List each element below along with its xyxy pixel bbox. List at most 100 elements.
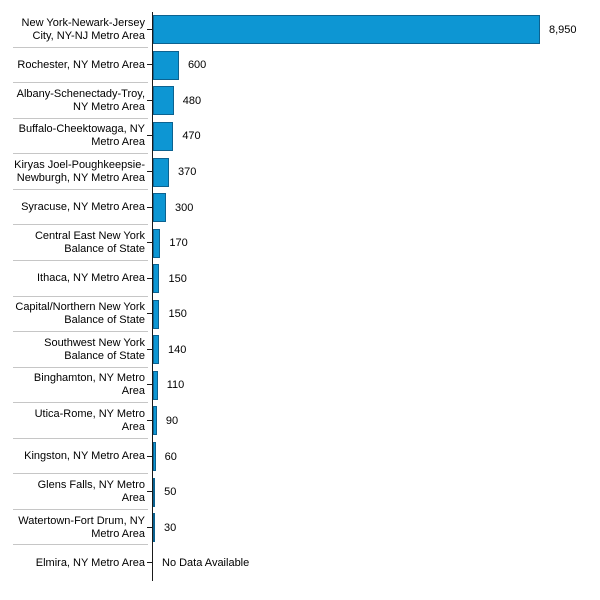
category-label-cell: Syracuse, NY Metro Area: [0, 190, 148, 226]
chart-row: Albany-Schenectady-Troy, NY Metro Area 4…: [0, 83, 600, 119]
chart-row: Watertown-Fort Drum, NY Metro Area 30: [0, 510, 600, 546]
axis-tick: [147, 277, 153, 279]
category-label-cell: Kiryas Joel-Poughkeepsie- Newburgh, NY M…: [0, 154, 148, 190]
row-separator-line: [13, 153, 148, 155]
category-label-cell: Southwest New York Balance of State: [0, 332, 148, 368]
row-separator-line: [13, 331, 148, 333]
category-label: Binghamton, NY Metro Area: [33, 372, 145, 398]
chart-row: New York-Newark-Jersey City, NY-NJ Metro…: [0, 12, 600, 48]
chart-row: Capital/Northern New York Balance of Sta…: [0, 297, 600, 333]
bar-cell: 480: [153, 83, 600, 119]
value-label: 600: [187, 59, 207, 72]
category-label-cell: Capital/Northern New York Balance of Sta…: [0, 297, 148, 333]
axis-tick: [147, 419, 153, 421]
bar-cell: 140: [153, 332, 600, 368]
y-axis-line: [152, 12, 153, 581]
bar: [153, 157, 169, 187]
category-label: Watertown-Fort Drum, NY Metro Area: [18, 514, 145, 540]
category-label: Glens Falls, NY Metro Area: [37, 479, 145, 505]
value-label: 480: [182, 94, 202, 107]
axis-tick: [147, 455, 153, 457]
bar-cell: 470: [153, 119, 600, 155]
axis-tick: [147, 206, 153, 208]
bar: [153, 477, 156, 507]
bar-cell: 370: [153, 154, 600, 190]
bar: [153, 264, 160, 294]
chart-row: Buffalo-Cheektowaga, NY Metro Area 470: [0, 119, 600, 155]
value-label: 140: [168, 343, 187, 356]
row-separator-line: [13, 117, 148, 119]
bar: [153, 15, 540, 45]
value-label: 150: [168, 272, 187, 285]
category-label: Rochester, NY Metro Area: [17, 58, 145, 71]
axis-tick: [147, 313, 153, 315]
bar-cell: 150: [153, 261, 600, 297]
category-label: Albany-Schenectady-Troy, NY Metro Area: [16, 87, 145, 113]
row-separator-line: [13, 188, 148, 190]
axis-tick: [147, 242, 153, 244]
axis-tick: [147, 526, 153, 528]
category-label: New York-Newark-Jersey City, NY-NJ Metro…: [21, 16, 145, 42]
category-label: Kingston, NY Metro Area: [24, 450, 145, 463]
axis-tick: [147, 99, 153, 101]
category-label-cell: Central East New York Balance of State: [0, 225, 148, 261]
row-separator-line: [13, 402, 148, 404]
bar-cell: 110: [153, 368, 600, 404]
bar-cell: 8,950: [153, 12, 600, 48]
category-label-cell: New York-Newark-Jersey City, NY-NJ Metro…: [0, 12, 148, 48]
bar: [153, 121, 174, 151]
value-label: 110: [166, 379, 185, 392]
chart-rows: New York-Newark-Jersey City, NY-NJ Metro…: [0, 12, 600, 581]
axis-tick: [147, 171, 153, 173]
row-separator-line: [13, 366, 148, 368]
value-label: 300: [174, 201, 194, 214]
chart-row: Binghamton, NY Metro Area 110: [0, 368, 600, 404]
category-label-cell: Buffalo-Cheektowaga, NY Metro Area: [0, 119, 148, 155]
axis-tick: [147, 562, 153, 564]
value-label: 90: [165, 414, 179, 427]
bar-cell: 170: [153, 225, 600, 261]
bar-cell: 50: [153, 474, 600, 510]
value-label: 50: [164, 486, 177, 499]
category-label-cell: Utica-Rome, NY Metro Area: [0, 403, 148, 439]
bar: [153, 370, 158, 400]
bar: [153, 442, 156, 472]
value-label: 370: [177, 166, 197, 179]
bar: [153, 193, 166, 223]
chart-row: Kiryas Joel-Poughkeepsie- Newburgh, NY M…: [0, 154, 600, 190]
bar: [153, 335, 160, 365]
bar-cell: 90: [153, 403, 600, 439]
category-label-cell: Kingston, NY Metro Area: [0, 439, 148, 475]
category-label-cell: Watertown-Fort Drum, NY Metro Area: [0, 510, 148, 546]
axis-tick: [147, 28, 153, 30]
row-separator-line: [13, 295, 148, 297]
axis-tick: [147, 64, 153, 66]
category-label: Elmira, NY Metro Area: [35, 556, 145, 569]
value-label: No Data Available: [162, 557, 250, 570]
chart-row: Rochester, NY Metro Area 600: [0, 48, 600, 84]
bar: [153, 406, 157, 436]
bar: [153, 86, 174, 116]
value-label: 170: [169, 237, 188, 250]
row-separator-line: [13, 82, 148, 84]
bar: [153, 50, 179, 80]
chart-row: Utica-Rome, NY Metro Area 90: [0, 403, 600, 439]
value-label: 60: [164, 450, 177, 463]
category-label: Southwest New York Balance of State: [44, 336, 145, 362]
category-label: Central East New York Balance of State: [34, 230, 145, 256]
row-separator-line: [13, 46, 148, 48]
row-separator-line: [13, 259, 148, 261]
axis-tick: [147, 491, 153, 493]
category-label: Syracuse, NY Metro Area: [21, 201, 145, 214]
category-label-cell: Albany-Schenectady-Troy, NY Metro Area: [0, 83, 148, 119]
value-label: 8,950: [549, 23, 577, 36]
category-label-cell: Rochester, NY Metro Area: [0, 48, 148, 84]
category-label: Capital/Northern New York Balance of Sta…: [15, 301, 145, 327]
category-label-cell: Binghamton, NY Metro Area: [0, 368, 148, 404]
bar-cell: 60: [153, 439, 600, 475]
row-separator-line: [13, 224, 148, 226]
chart-row: Ithaca, NY Metro Area 150: [0, 261, 600, 297]
category-label-cell: Glens Falls, NY Metro Area: [0, 474, 148, 510]
row-separator-line: [13, 437, 148, 439]
chart-row: Central East New York Balance of State 1…: [0, 225, 600, 261]
